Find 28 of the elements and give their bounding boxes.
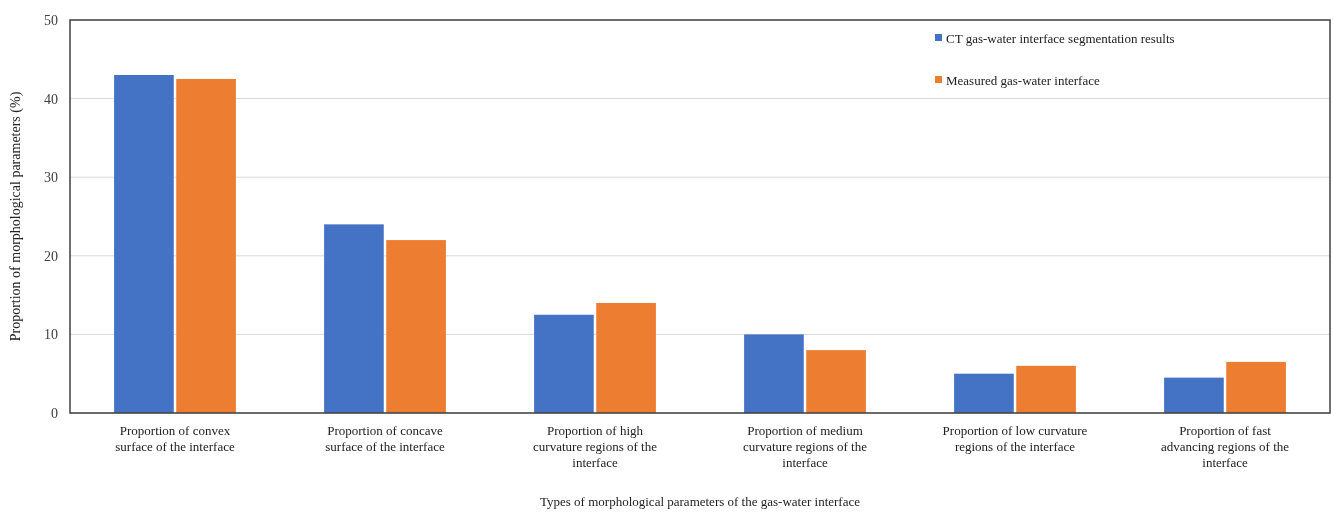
bar <box>1226 361 1286 413</box>
x-axis-title: Types of morphological parameters of the gas-water interface <box>540 494 861 509</box>
bar <box>1016 365 1076 413</box>
x-tick-label: Proportion of fast advancing regions of the interface <box>1160 423 1290 470</box>
bar <box>324 224 384 413</box>
bar <box>954 373 1014 413</box>
y-tick-label: 50 <box>44 12 58 28</box>
bar <box>176 78 236 413</box>
bar <box>386 240 446 413</box>
legend-label: CT gas-water interface segmentation results <box>946 30 1175 46</box>
x-tick-label: Proportion of low curvature regions of the interface <box>942 423 1088 454</box>
bar <box>1164 377 1224 413</box>
bar <box>744 334 804 413</box>
y-tick-label: 40 <box>44 91 58 107</box>
y-tick-label: 10 <box>44 327 58 343</box>
x-tick-label: Proportion of concave surface of the interface <box>325 423 445 454</box>
y-axis-title: Proportion of morphological parameters (%) <box>8 91 24 342</box>
x-tick-label: Proportion of medium curvature regions of the interface <box>743 423 868 470</box>
bar <box>806 350 866 413</box>
x-tick-label: Proportion of high curvature regions of the interface <box>533 423 658 470</box>
bar <box>534 314 594 413</box>
bar <box>114 75 174 413</box>
y-tick-label: 20 <box>44 248 58 264</box>
x-tick-label: Proportion of convex surface of the interface <box>115 423 235 454</box>
bar <box>596 302 656 413</box>
y-tick-label: 30 <box>44 170 58 186</box>
legend-label: Measured gas-water interface <box>946 72 1100 88</box>
y-tick-label: 0 <box>51 405 58 421</box>
